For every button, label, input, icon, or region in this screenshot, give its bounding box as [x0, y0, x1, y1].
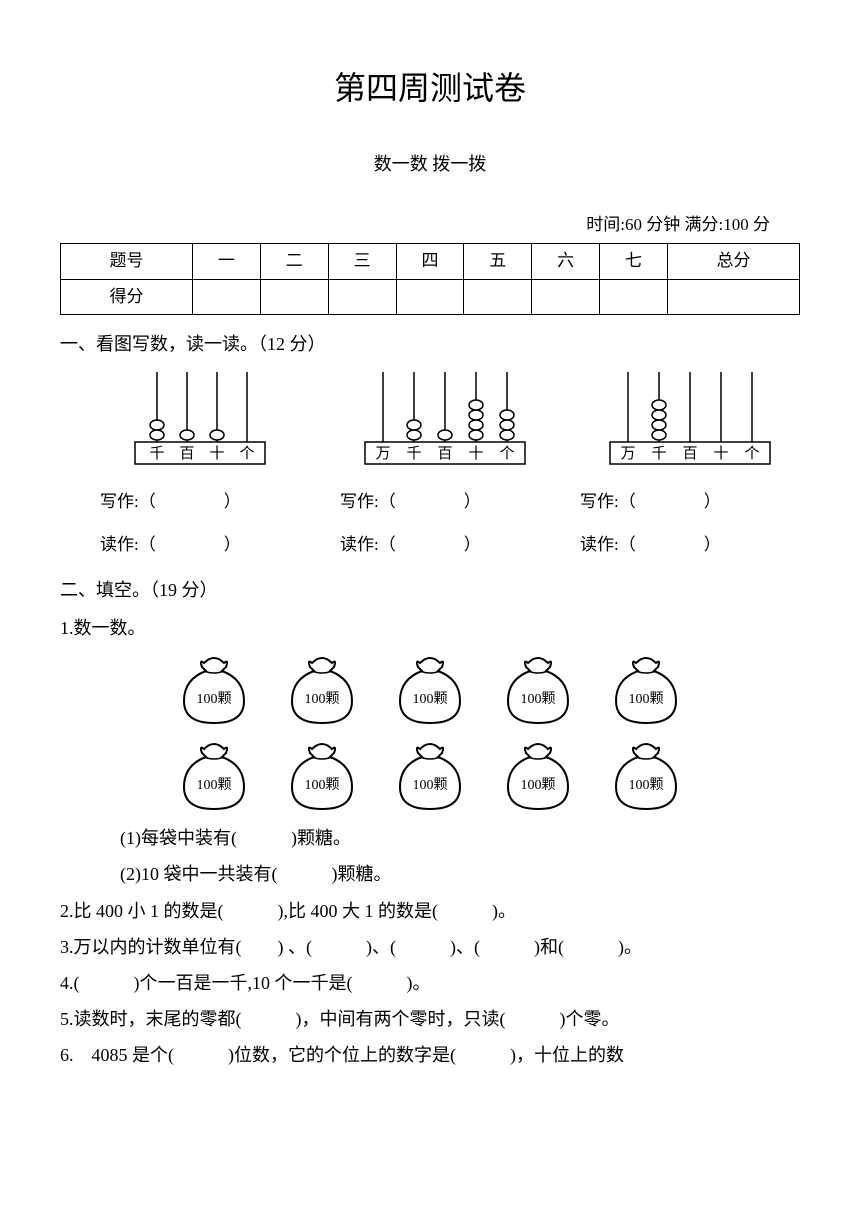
table-row: 题号 一 二 三 四 五 六 七 总分: [61, 244, 800, 279]
header-cell: 四: [396, 244, 464, 279]
header-cell: 一: [192, 244, 260, 279]
bag-icon: 100颗: [606, 651, 686, 731]
q2-4[interactable]: 4.( )个一百是一千,10 个一千是( )。: [60, 966, 800, 1000]
score-cell[interactable]: [464, 279, 532, 314]
score-cell[interactable]: [667, 279, 799, 314]
svg-text:100颗: 100颗: [413, 778, 448, 793]
abacus-icon: 万 千 百 十 个: [355, 367, 535, 467]
section-2-heading: 二、填空。（19 分）: [60, 573, 800, 607]
read-blank-1[interactable]: 读作:（ ）: [100, 529, 320, 561]
bags-row-1: 100颗 100颗 100颗 100颗 100颗: [60, 651, 800, 731]
q2-6[interactable]: 6. 4085 是个( )位数，它的个位上的数字是( )，十位上的数: [60, 1038, 800, 1072]
svg-text:百: 百: [682, 446, 697, 462]
score-cell[interactable]: [532, 279, 600, 314]
score-cell[interactable]: [192, 279, 260, 314]
abacus-row: 千 百 十 个 万 千 百 十 个: [100, 367, 790, 478]
q2-1: 1.数一数。: [60, 611, 800, 645]
subtitle: 数一数 拨一拨: [60, 147, 800, 181]
score-cell[interactable]: [396, 279, 464, 314]
abacus-icon: 千 百 十 个: [125, 367, 275, 467]
bag-icon: 100颗: [390, 651, 470, 731]
abacus-1: 千 百 十 个: [100, 367, 300, 478]
table-row: 得分: [61, 279, 800, 314]
header-cell: 六: [532, 244, 600, 279]
page-title: 第四周测试卷: [60, 58, 800, 119]
bag-icon: 100颗: [282, 651, 362, 731]
q2-3[interactable]: 3.万以内的计数单位有( ) 、( )、( )、( )和( )。: [60, 930, 800, 964]
q2-1-2[interactable]: (2)10 袋中一共装有( )颗糖。: [120, 857, 800, 891]
score-cell[interactable]: [260, 279, 328, 314]
svg-text:100颗: 100颗: [521, 692, 556, 707]
write-blank-2[interactable]: 写作:（ ）: [340, 486, 560, 518]
svg-text:千: 千: [149, 445, 164, 462]
write-blank-3[interactable]: 写作:（ ）: [580, 486, 800, 518]
bags-row-2: 100颗 100颗 100颗 100颗 100颗: [60, 737, 800, 817]
bag-icon: 100颗: [498, 737, 578, 817]
svg-text:100颗: 100颗: [305, 692, 340, 707]
bag-icon: 100颗: [282, 737, 362, 817]
header-cell: 题号: [61, 244, 193, 279]
header-cell: 二: [260, 244, 328, 279]
svg-text:十: 十: [209, 445, 224, 462]
bag-icon: 100颗: [390, 737, 470, 817]
q2-1-1[interactable]: (1)每袋中装有( )颗糖。: [120, 821, 800, 855]
header-cell: 三: [328, 244, 396, 279]
svg-text:100颗: 100颗: [197, 778, 232, 793]
score-table: 题号 一 二 三 四 五 六 七 总分 得分: [60, 243, 800, 315]
svg-text:百: 百: [179, 446, 194, 462]
abacus-3: 万 千 百 十 个: [590, 367, 790, 478]
bag-icon: 100颗: [174, 651, 254, 731]
q2-5[interactable]: 5.读数时，末尾的零都( )，中间有两个零时，只读( )个零。: [60, 1002, 800, 1036]
svg-text:100颗: 100颗: [413, 692, 448, 707]
svg-text:100颗: 100颗: [305, 778, 340, 793]
header-cell: 七: [600, 244, 668, 279]
svg-text:十: 十: [713, 445, 728, 462]
write-blank-1[interactable]: 写作:（ ）: [100, 486, 320, 518]
svg-text:百: 百: [437, 446, 452, 462]
svg-text:万: 万: [375, 446, 390, 462]
abacus-2: 万 千 百 十 个: [345, 367, 545, 478]
bag-icon: 100颗: [606, 737, 686, 817]
svg-text:个: 个: [744, 445, 759, 462]
read-blank-2[interactable]: 读作:（ ）: [340, 529, 560, 561]
abacus-icon: 万 千 百 十 个: [600, 367, 780, 467]
svg-text:千: 千: [406, 445, 421, 462]
score-cell[interactable]: [328, 279, 396, 314]
svg-text:100颗: 100颗: [197, 692, 232, 707]
svg-text:千: 千: [651, 445, 666, 462]
row-label-cell: 得分: [61, 279, 193, 314]
svg-text:十: 十: [468, 445, 483, 462]
bag-icon: 100颗: [174, 737, 254, 817]
svg-text:万: 万: [620, 446, 635, 462]
score-cell[interactable]: [600, 279, 668, 314]
header-cell: 五: [464, 244, 532, 279]
bag-icon: 100颗: [498, 651, 578, 731]
header-cell: 总分: [667, 244, 799, 279]
svg-text:100颗: 100颗: [629, 778, 664, 793]
svg-text:个: 个: [239, 445, 254, 462]
meta-info: 时间:60 分钟 满分:100 分: [60, 209, 800, 241]
read-blank-3[interactable]: 读作:（ ）: [580, 529, 800, 561]
svg-text:个: 个: [499, 445, 514, 462]
svg-text:100颗: 100颗: [629, 692, 664, 707]
svg-text:100颗: 100颗: [521, 778, 556, 793]
q2-2[interactable]: 2.比 400 小 1 的数是( ),比 400 大 1 的数是( )。: [60, 894, 800, 928]
section-1-heading: 一、看图写数，读一读。（12 分）: [60, 327, 800, 361]
